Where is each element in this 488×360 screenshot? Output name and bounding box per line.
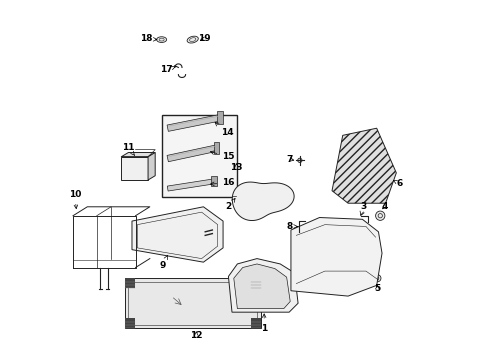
Bar [124, 318, 135, 328]
Text: 2: 2 [225, 198, 235, 211]
Polygon shape [228, 258, 298, 312]
Polygon shape [233, 264, 290, 309]
Text: 18: 18 [140, 35, 157, 44]
Text: 8: 8 [285, 222, 297, 231]
Polygon shape [132, 207, 223, 262]
Polygon shape [217, 111, 222, 124]
Text: 14: 14 [215, 122, 233, 138]
Polygon shape [167, 179, 216, 191]
Ellipse shape [187, 36, 198, 43]
FancyBboxPatch shape [162, 114, 237, 197]
Text: 13: 13 [230, 163, 243, 172]
Text: 17: 17 [160, 66, 175, 75]
Text: 9: 9 [159, 256, 167, 270]
Polygon shape [167, 114, 222, 131]
Text: 12: 12 [190, 331, 202, 340]
Text: 16: 16 [210, 178, 234, 187]
Text: 11: 11 [122, 143, 134, 155]
Bar [250, 278, 260, 288]
Text: 7: 7 [285, 155, 293, 164]
Polygon shape [121, 157, 148, 180]
Polygon shape [232, 182, 293, 221]
Polygon shape [213, 141, 219, 154]
Text: 5: 5 [373, 284, 380, 293]
Text: 15: 15 [210, 151, 234, 161]
Polygon shape [124, 278, 260, 328]
Text: 3: 3 [359, 202, 366, 215]
Polygon shape [148, 153, 155, 180]
Bar [124, 278, 135, 288]
Polygon shape [211, 176, 216, 186]
Text: 19: 19 [198, 35, 210, 44]
Circle shape [297, 158, 302, 162]
Polygon shape [331, 128, 395, 203]
Polygon shape [167, 145, 218, 162]
Circle shape [373, 275, 380, 282]
Bar [250, 318, 260, 328]
Polygon shape [121, 153, 155, 157]
Text: 6: 6 [393, 179, 402, 188]
Polygon shape [290, 217, 381, 296]
Circle shape [375, 211, 384, 220]
Ellipse shape [156, 37, 166, 42]
Text: 1: 1 [261, 314, 267, 333]
Text: 4: 4 [381, 202, 387, 211]
Text: 10: 10 [68, 190, 81, 208]
